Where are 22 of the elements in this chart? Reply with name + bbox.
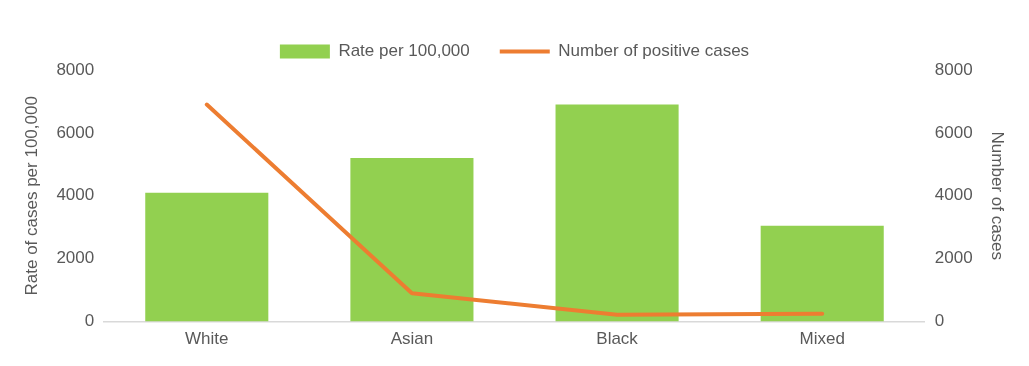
bar: [350, 158, 474, 322]
y2-tick-label: 6000: [934, 122, 973, 142]
bar: [145, 192, 269, 322]
y2-tick-label: 4000: [934, 185, 973, 205]
x-tick-label: Black: [596, 329, 639, 349]
x-tick-label: Asian: [390, 329, 434, 349]
legend-label: Rate per 100,000: [338, 41, 470, 61]
y2-tick-label: 0: [934, 311, 945, 331]
y-tick-label: 2000: [56, 248, 95, 268]
bar: [555, 104, 679, 322]
x-tick-label: Mixed: [799, 329, 845, 349]
y2-axis-title: Number of cases: [988, 131, 1008, 261]
y-tick-label: 4000: [56, 185, 95, 205]
y-tick-label: 0: [84, 311, 95, 331]
bar: [760, 225, 884, 322]
y-tick-label: 6000: [56, 122, 95, 142]
legend-label: Number of positive cases: [558, 41, 750, 61]
y2-tick-label: 8000: [934, 59, 973, 79]
y-tick-label: 8000: [56, 59, 95, 79]
x-tick-label: White: [185, 329, 229, 349]
y-axis-title: Rate of cases per 100,000: [21, 96, 41, 296]
y2-tick-label: 2000: [934, 248, 973, 268]
